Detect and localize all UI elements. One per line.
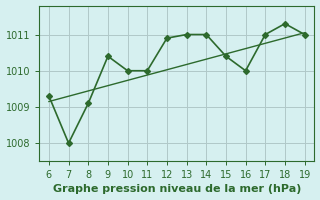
X-axis label: Graphe pression niveau de la mer (hPa): Graphe pression niveau de la mer (hPa) (52, 184, 301, 194)
